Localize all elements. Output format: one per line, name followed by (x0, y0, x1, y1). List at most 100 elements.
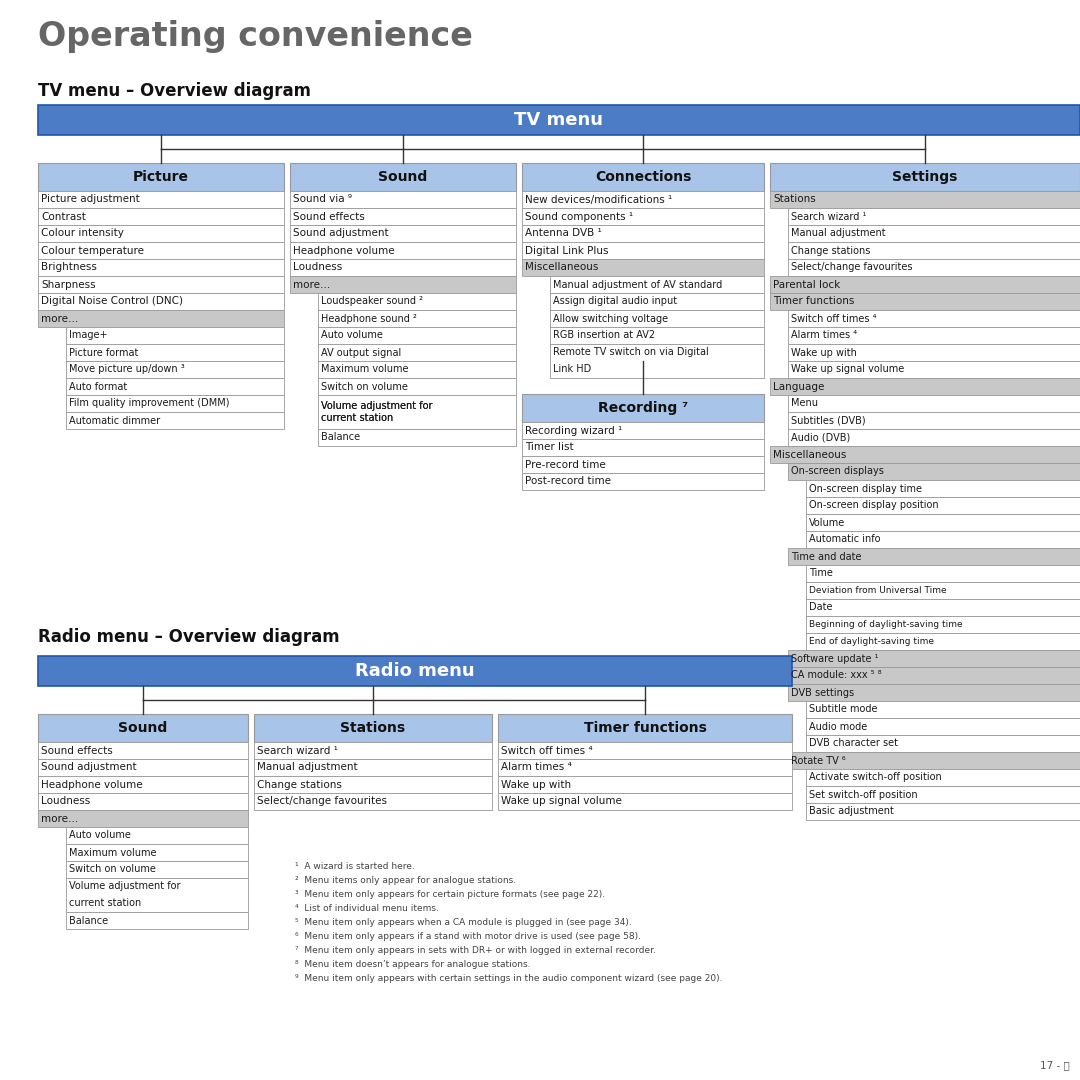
Bar (788, 395, 1080, 411)
Text: Maximum volume: Maximum volume (321, 365, 408, 375)
Text: Timer list: Timer list (525, 443, 573, 453)
Text: Volume adjustment for
current station: Volume adjustment for current station (321, 401, 432, 422)
Text: Rotate TV ⁶: Rotate TV ⁶ (791, 756, 846, 766)
Bar (806, 565, 1080, 582)
Bar (66, 843, 248, 861)
Bar (66, 361, 284, 378)
Text: Software update ¹: Software update ¹ (791, 653, 878, 663)
Text: Picture: Picture (133, 170, 189, 184)
Bar (66, 861, 248, 878)
Bar (318, 327, 516, 345)
Text: Wake up with: Wake up with (501, 780, 571, 789)
Text: Radio menu – Overview diagram: Radio menu – Overview diagram (38, 627, 339, 646)
Text: ⁵  Menu item only appears when a CA module is plugged in (see page 34).: ⁵ Menu item only appears when a CA modul… (295, 918, 632, 927)
Bar (66, 345, 284, 361)
Text: Link HD: Link HD (553, 364, 591, 374)
Text: Colour temperature: Colour temperature (41, 245, 144, 256)
Text: End of daylight-saving time: End of daylight-saving time (809, 637, 934, 646)
Bar (291, 276, 516, 293)
Text: CA module: xxx ⁵ ⁸: CA module: xxx ⁵ ⁸ (791, 671, 881, 680)
Text: Stations: Stations (773, 194, 815, 204)
Bar (291, 163, 516, 191)
Text: Automatic dimmer: Automatic dimmer (69, 416, 160, 426)
Text: Change stations: Change stations (791, 245, 870, 256)
Bar (806, 599, 1080, 616)
Text: Timer functions: Timer functions (773, 297, 854, 307)
Text: DVB character set: DVB character set (809, 739, 897, 748)
Text: Date: Date (809, 603, 833, 612)
Bar (291, 191, 516, 208)
Text: Set switch-off position: Set switch-off position (809, 789, 918, 799)
Bar (254, 793, 492, 810)
Text: Colour intensity: Colour intensity (41, 229, 124, 239)
Text: Sound: Sound (378, 170, 428, 184)
Text: Parental lock: Parental lock (773, 280, 840, 289)
Text: Headphone sound ²: Headphone sound ² (321, 313, 417, 324)
Bar (806, 633, 1080, 650)
Bar (38, 810, 248, 827)
Text: Select/change favourites: Select/change favourites (257, 797, 387, 807)
Text: Wake up signal volume: Wake up signal volume (501, 797, 622, 807)
Text: Miscellaneous: Miscellaneous (773, 449, 847, 459)
Text: Auto format: Auto format (69, 381, 127, 391)
Text: ⁷  Menu item only appears in sets with DR+ or with logged in external recorder.: ⁷ Menu item only appears in sets with DR… (295, 946, 656, 955)
Bar (498, 793, 792, 810)
Text: Contrast: Contrast (41, 212, 86, 221)
Bar (522, 259, 764, 276)
Bar (66, 878, 248, 912)
Bar (38, 259, 284, 276)
Bar (66, 327, 284, 345)
Bar (38, 191, 284, 208)
Bar (788, 310, 1080, 327)
Bar (66, 912, 248, 929)
Bar (788, 259, 1080, 276)
Bar (806, 718, 1080, 735)
Text: Basic adjustment: Basic adjustment (809, 807, 894, 816)
Text: Volume: Volume (809, 517, 846, 527)
Text: Alarm times ⁴: Alarm times ⁴ (501, 762, 571, 772)
Text: Connections: Connections (595, 170, 691, 184)
Text: Image+: Image+ (69, 330, 108, 340)
Text: Sound effects: Sound effects (41, 745, 112, 756)
Text: Manual adjustment of AV standard: Manual adjustment of AV standard (553, 280, 723, 289)
Text: Recording wizard ¹: Recording wizard ¹ (525, 426, 622, 435)
Bar (788, 548, 1080, 565)
Text: Miscellaneous: Miscellaneous (525, 262, 598, 272)
Bar (522, 394, 764, 422)
Text: Headphone volume: Headphone volume (41, 780, 143, 789)
Bar (806, 582, 1080, 599)
Bar (550, 327, 764, 345)
Text: Film quality improvement (DMM): Film quality improvement (DMM) (69, 399, 229, 408)
Bar (38, 759, 248, 777)
Bar (770, 191, 1080, 208)
Bar (291, 225, 516, 242)
Text: Sound via ⁹: Sound via ⁹ (293, 194, 352, 204)
Bar (788, 327, 1080, 345)
Bar (806, 804, 1080, 820)
Text: Manual adjustment: Manual adjustment (257, 762, 357, 772)
Bar (66, 411, 284, 429)
Bar (318, 345, 516, 361)
Text: Sharpness: Sharpness (41, 280, 96, 289)
Bar (770, 163, 1080, 191)
Text: ⁸  Menu item doesn’t appears for analogue stations.: ⁸ Menu item doesn’t appears for analogue… (295, 960, 530, 969)
Text: Time and date: Time and date (791, 552, 862, 562)
Text: On-screen displays: On-screen displays (791, 467, 883, 476)
Bar (806, 786, 1080, 804)
Bar (806, 701, 1080, 718)
Text: Assign digital audio input: Assign digital audio input (553, 297, 677, 307)
Text: New devices/modifications ¹: New devices/modifications ¹ (525, 194, 672, 204)
Text: ⁴  List of individual menu items.: ⁴ List of individual menu items. (295, 904, 438, 913)
Bar (498, 777, 792, 793)
Text: Manual adjustment: Manual adjustment (791, 229, 886, 239)
Text: Search wizard ¹: Search wizard ¹ (257, 745, 338, 756)
Bar (788, 429, 1080, 446)
Text: Audio mode: Audio mode (809, 721, 867, 731)
Text: ¹  A wizard is started here.: ¹ A wizard is started here. (295, 862, 415, 870)
Text: Volume adjustment for: Volume adjustment for (69, 881, 180, 891)
Bar (38, 242, 284, 259)
Text: Picture adjustment: Picture adjustment (41, 194, 139, 204)
Bar (318, 310, 516, 327)
Text: Settings: Settings (892, 170, 958, 184)
Bar (788, 411, 1080, 429)
